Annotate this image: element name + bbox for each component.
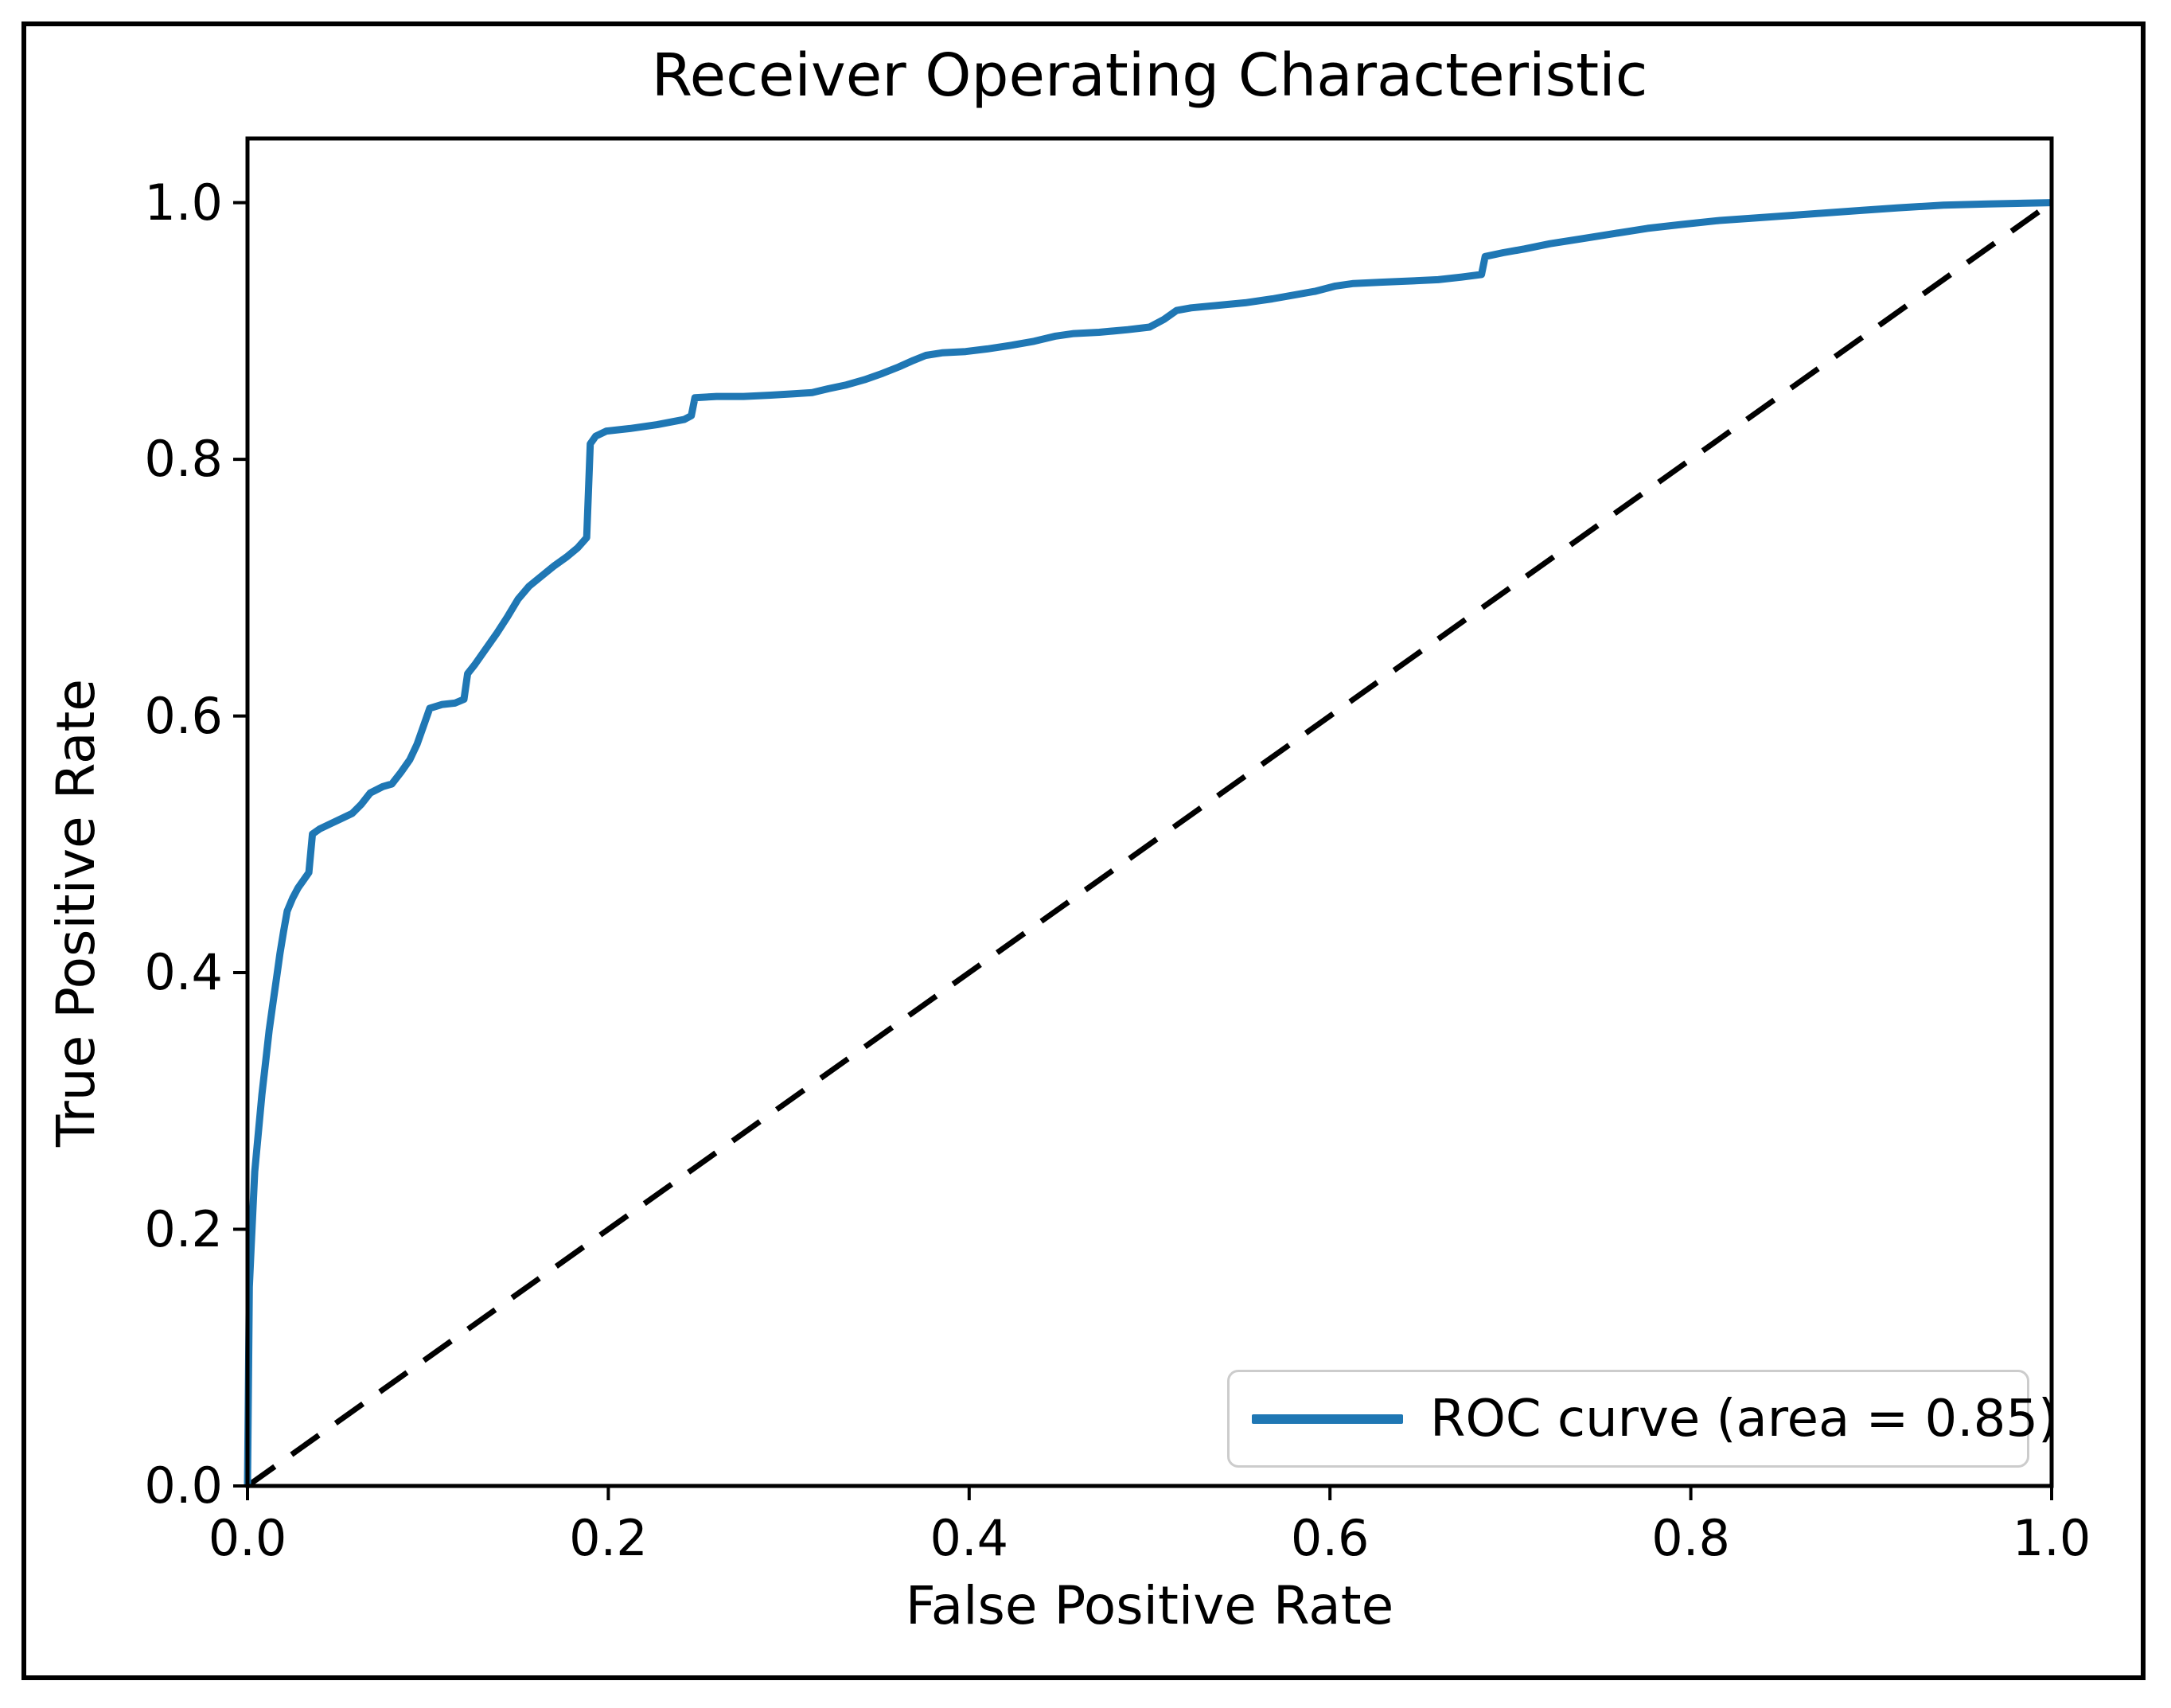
x-tick-label: 0.4 — [930, 1509, 1009, 1567]
y-tick-label: 0.0 — [144, 1456, 223, 1515]
x-tick-label: 1.0 — [2012, 1509, 2091, 1567]
chance-line-path — [245, 200, 2054, 1488]
chart-title: Receiver Operating Characteristic — [651, 41, 1648, 110]
y-tick-label: 0.2 — [144, 1199, 223, 1258]
x-tick-label: 0.2 — [569, 1509, 648, 1567]
roc-legend-swatch — [1252, 1414, 1403, 1424]
y-tick-label: 0.8 — [144, 430, 223, 489]
legend-label: ROC curve (area = 0.85) — [1430, 1389, 2058, 1449]
x-tick-label: 0.8 — [1651, 1509, 1730, 1567]
x-tick-label: 0.6 — [1290, 1509, 1370, 1567]
y-tick-label: 0.6 — [144, 686, 223, 745]
x-tick-label: 0.0 — [208, 1509, 287, 1567]
y-axis-label: True Positive Rate — [45, 679, 107, 1147]
plot-area — [245, 136, 2054, 1488]
legend: ROC curve (area = 0.85) — [1227, 1370, 2058, 1468]
y-tick-label: 1.0 — [144, 173, 223, 232]
roc-curve-path — [244, 199, 2052, 1487]
x-axis-label: False Positive Rate — [905, 1575, 1394, 1636]
y-tick-label: 0.4 — [144, 943, 223, 1002]
